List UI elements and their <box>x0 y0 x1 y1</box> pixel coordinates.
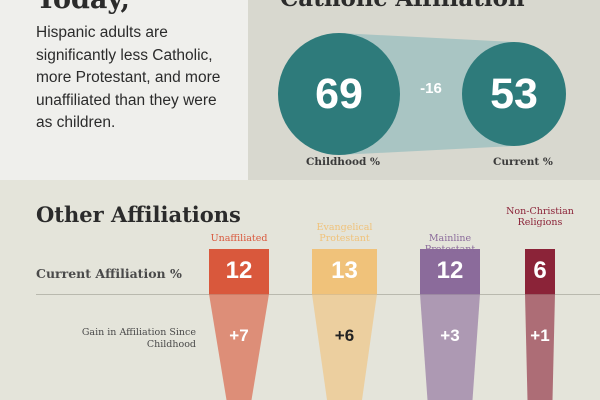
current-label: Current % <box>493 156 553 168</box>
current-bar-mainline <box>420 249 480 294</box>
current-value-non-christian: 6 <box>533 257 547 284</box>
summary-text: Hispanic adults are significantly less C… <box>36 24 221 132</box>
current-bar-unaffiliated <box>209 249 269 294</box>
summary-panel <box>0 0 248 180</box>
childhood-label: Childhood % <box>306 156 380 168</box>
other-affiliations-title: Other Affiliations <box>36 202 241 227</box>
catholic-affiliation-title: Catholic Affiliation <box>280 0 525 12</box>
gain-row-label: Gain in Affiliation Since Childhood <box>81 327 196 350</box>
category-label-non-christian: Non-Christian Religions <box>506 206 574 228</box>
gain-funnel-mainline <box>420 294 480 400</box>
gain-value-evangelical: +6 <box>334 326 355 345</box>
current-affiliation-row-label: Current Affiliation % <box>36 266 182 281</box>
current-bar-evangelical <box>312 249 377 294</box>
summary-heading: Today, <box>36 0 130 15</box>
current-value-unaffiliated: 12 <box>225 257 253 284</box>
gain-value-unaffiliated: +7 <box>229 326 249 345</box>
current-bar-non-christian <box>525 249 555 294</box>
catholic-current-value: 53 <box>462 42 566 146</box>
gain-value-non-christian: +1 <box>530 326 550 345</box>
catholic-difference: -16 <box>420 80 442 97</box>
gain-funnel-evangelical <box>312 294 377 400</box>
catholic-childhood-value: 69 <box>278 33 400 155</box>
gain-funnel-unaffiliated <box>209 294 269 400</box>
gain-value-mainline: +3 <box>440 326 460 345</box>
current-value-evangelical: 13 <box>331 257 358 284</box>
category-label-evangelical: Evangelical Protestant <box>316 222 373 244</box>
category-label-unaffiliated: Unaffiliated <box>210 233 268 244</box>
current-value-mainline: 12 <box>436 257 464 284</box>
gain-funnel-non-christian <box>525 294 555 400</box>
category-label-mainline: Mainline Protestant <box>424 233 476 255</box>
